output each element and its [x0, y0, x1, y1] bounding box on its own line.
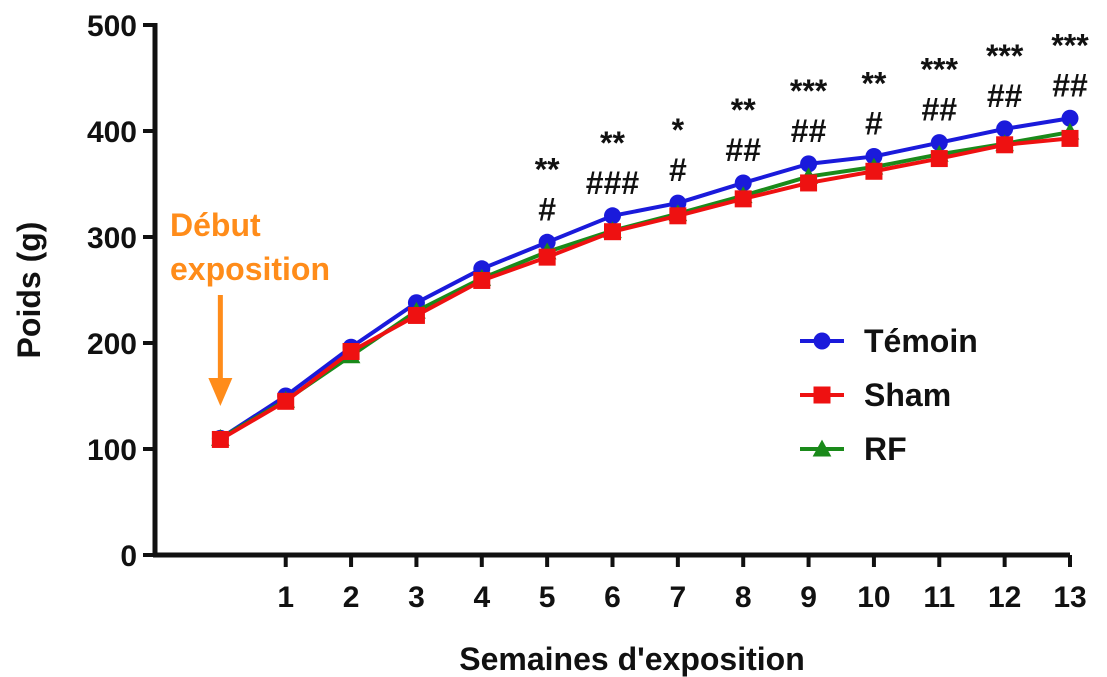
data-point — [813, 386, 831, 404]
data-point — [669, 207, 687, 225]
data-point — [1061, 109, 1079, 127]
data-point — [930, 134, 948, 152]
data-point — [473, 271, 491, 289]
x-tick-label: 13 — [1053, 581, 1086, 614]
data-point — [800, 155, 818, 173]
x-axis-title: Semaines d'exposition — [459, 641, 804, 677]
x-tick-label: 5 — [539, 581, 556, 614]
significance-hash: # — [669, 152, 687, 188]
significance-stars: * — [672, 112, 685, 148]
x-tick-label: 10 — [857, 581, 890, 614]
significance-hash: ## — [791, 113, 827, 149]
y-tick-label: 300 — [87, 222, 137, 255]
legend-label: RF — [864, 431, 907, 467]
data-point — [813, 332, 831, 350]
legend-label: Témoin — [864, 323, 978, 359]
x-tick-label: 1 — [277, 581, 294, 614]
data-point — [734, 174, 752, 192]
significance-hash: # — [865, 105, 883, 141]
data-point — [865, 147, 883, 165]
data-point — [996, 120, 1014, 138]
significance-hash: ## — [987, 78, 1023, 114]
significance-hash: ## — [725, 132, 761, 168]
data-point — [1061, 129, 1079, 147]
data-point — [930, 150, 948, 168]
data-point — [211, 430, 229, 448]
x-tick-label: 11 — [923, 581, 955, 614]
data-point — [538, 233, 556, 251]
start-exposure-annotation: Début exposition — [170, 207, 330, 406]
significance-stars: *** — [986, 38, 1024, 74]
data-point — [865, 162, 883, 180]
series-sham — [211, 129, 1079, 448]
legend: Témoin Sham RF — [800, 323, 978, 467]
y-tick-label: 200 — [87, 328, 137, 361]
significance-hash: ### — [586, 165, 640, 201]
y-tick-label: 500 — [87, 10, 137, 43]
x-ticks: 1 2 3 4 5 6 7 8 9 10 11 12 13 — [277, 555, 1087, 614]
significance-hash: ## — [921, 92, 957, 128]
y-tick-label: 0 — [120, 540, 137, 573]
legend-item: Sham — [800, 377, 951, 413]
series-layer — [211, 109, 1080, 448]
x-tick-label: 6 — [604, 581, 621, 614]
annotation-text: exposition — [170, 251, 330, 287]
annotation-arrow-head — [208, 378, 233, 406]
data-point — [604, 223, 621, 241]
significance-markers: # ** ### ** # * ## ** ## *** # ** ## *** ## *** ## *** — [535, 27, 1090, 227]
significance-stars: ** — [535, 151, 560, 187]
significance-stars: *** — [921, 52, 959, 88]
data-point — [800, 174, 818, 192]
x-tick-label: 4 — [473, 581, 490, 614]
x-tick-label: 7 — [670, 581, 687, 614]
significance-stars: ** — [600, 125, 625, 161]
data-point — [604, 207, 621, 225]
significance-stars: ** — [731, 92, 756, 128]
legend-item: Témoin — [800, 323, 978, 359]
y-tick-label: 400 — [87, 116, 137, 149]
significance-hash: # — [538, 191, 556, 227]
significance-stars: *** — [1051, 27, 1089, 63]
y-ticks: 0 100 200 300 400 500 — [87, 10, 155, 573]
annotation-text: Début — [170, 207, 261, 243]
y-axis-title: Poids (g) — [11, 222, 47, 359]
data-point — [277, 392, 295, 410]
x-tick-label: 8 — [735, 581, 752, 614]
series-line — [219, 116, 1071, 441]
significance-stars: ** — [861, 65, 886, 101]
legend-item: RF — [800, 431, 907, 467]
data-point — [342, 342, 360, 360]
significance-stars: *** — [790, 73, 828, 109]
data-point — [996, 136, 1014, 154]
data-point — [538, 248, 556, 266]
x-tick-label: 9 — [800, 581, 817, 614]
significance-hash: ## — [1052, 67, 1088, 103]
x-tick-label: 3 — [408, 581, 425, 614]
data-point — [734, 190, 752, 208]
x-tick-label: 12 — [988, 581, 1021, 614]
series-line — [219, 136, 1071, 442]
data-point — [812, 439, 832, 457]
x-tick-label: 2 — [343, 581, 360, 614]
y-tick-label: 100 — [87, 434, 137, 467]
data-point — [407, 306, 425, 324]
legend-label: Sham — [864, 377, 951, 413]
